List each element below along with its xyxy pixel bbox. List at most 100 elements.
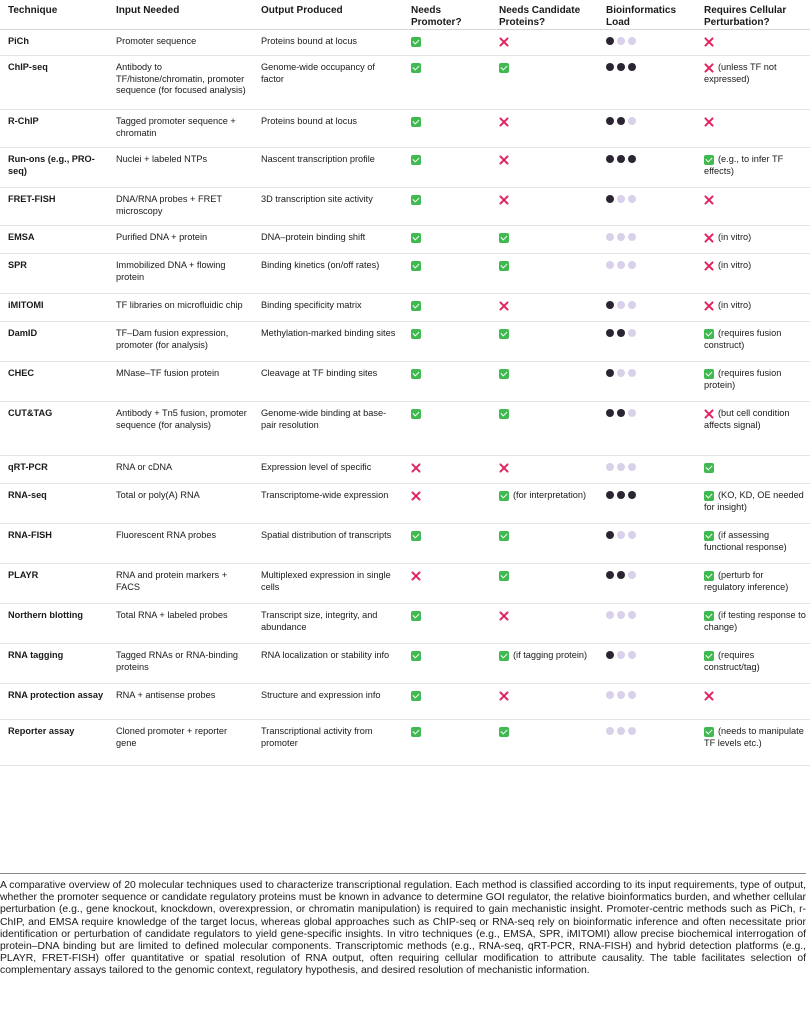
technique-cell: RNA protection assay xyxy=(0,683,108,720)
cross-icon xyxy=(499,611,509,621)
check-icon xyxy=(411,261,421,271)
promoter-cell xyxy=(403,401,491,456)
load-dots xyxy=(606,611,636,619)
check-icon xyxy=(499,491,509,501)
input-cell: Total or poly(A) RNA xyxy=(108,483,253,524)
empty-dot-icon xyxy=(628,727,636,735)
empty-dot-icon xyxy=(617,37,625,45)
filled-dot-icon xyxy=(606,369,614,377)
filled-dot-icon xyxy=(606,63,614,71)
input-cell: Antibody + Tn5 fusion, promoter sequence… xyxy=(108,401,253,456)
technique-cell: SPR xyxy=(0,253,108,294)
filled-dot-icon xyxy=(617,117,625,125)
check-icon xyxy=(411,233,421,243)
cross-icon xyxy=(499,691,509,701)
table-row: RNA tagging Tagged RNAs or RNA-binding pr… xyxy=(0,643,810,684)
technique-cell: Northern blotting xyxy=(0,603,108,644)
load-cell xyxy=(598,603,696,644)
perturbation-cell xyxy=(696,29,810,56)
check-icon xyxy=(499,63,509,73)
check-icon xyxy=(499,531,509,541)
table-row: CHEC MNase–TF fusion protein Cleavage at T… xyxy=(0,361,810,402)
load-dots xyxy=(606,491,636,499)
empty-dot-icon xyxy=(606,691,614,699)
perturbation-cell: (requires fusion protein) xyxy=(696,361,810,402)
cross-icon xyxy=(411,571,421,581)
load-cell xyxy=(598,253,696,294)
perturbation-cell-note: (perturb for regulatory inference) xyxy=(704,570,789,592)
input-cell: Purified DNA + protein xyxy=(108,225,253,254)
input-cell: TF–Dam fusion expression, promoter (for … xyxy=(108,321,253,362)
load-dots xyxy=(606,409,636,417)
perturbation-cell: (but cell condition affects signal) xyxy=(696,401,810,456)
perturbation-cell-note: (in vitro) xyxy=(718,260,752,270)
candidate-cell xyxy=(491,253,598,294)
check-icon xyxy=(411,691,421,701)
header-input: Input Needed xyxy=(108,0,253,30)
cross-icon xyxy=(704,195,714,205)
load-cell xyxy=(598,321,696,362)
empty-dot-icon xyxy=(617,611,625,619)
output-cell: Transcript size, integrity, and abundanc… xyxy=(253,603,403,644)
filled-dot-icon xyxy=(628,155,636,163)
filled-dot-icon xyxy=(617,571,625,579)
check-icon xyxy=(411,301,421,311)
technique-cell: CUT&TAG xyxy=(0,401,108,456)
check-icon xyxy=(499,409,509,419)
filled-dot-icon xyxy=(628,63,636,71)
empty-dot-icon xyxy=(628,463,636,471)
perturbation-cell-note: (unless TF not expressed) xyxy=(704,62,777,84)
cross-icon xyxy=(499,195,509,205)
perturbation-cell: (in vitro) xyxy=(696,293,810,322)
promoter-cell xyxy=(403,563,491,604)
table-row: RNA-seq Total or poly(A) RNA Transcriptome… xyxy=(0,483,810,524)
header-row: Technique Input Needed Output Produced N… xyxy=(0,0,810,30)
empty-dot-icon xyxy=(628,571,636,579)
promoter-cell xyxy=(403,109,491,148)
perturbation-cell xyxy=(696,109,810,148)
empty-dot-icon xyxy=(617,261,625,269)
perturbation-cell-note: (in vitro) xyxy=(718,300,752,310)
perturbation-cell xyxy=(696,187,810,226)
input-cell: RNA and protein markers + FACS xyxy=(108,563,253,604)
empty-dot-icon xyxy=(628,117,636,125)
cross-icon xyxy=(704,409,714,419)
filled-dot-icon xyxy=(606,491,614,499)
load-cell xyxy=(598,683,696,720)
technique-cell: R-ChIP xyxy=(0,109,108,148)
table-row: Northern blotting Total RNA + labeled pro… xyxy=(0,603,810,644)
check-icon xyxy=(704,651,714,661)
load-cell xyxy=(598,361,696,402)
candidate-cell-note: (if tagging protein) xyxy=(513,650,588,660)
empty-dot-icon xyxy=(628,329,636,337)
check-icon xyxy=(704,369,714,379)
table-row: R-ChIP Tagged promoter sequence + chromat… xyxy=(0,109,810,148)
cross-icon xyxy=(704,63,714,73)
filled-dot-icon xyxy=(606,37,614,45)
output-cell: Multiplexed expression in single cells xyxy=(253,563,403,604)
promoter-cell xyxy=(403,187,491,226)
load-cell xyxy=(598,293,696,322)
filled-dot-icon xyxy=(617,329,625,337)
check-icon xyxy=(704,531,714,541)
load-cell xyxy=(598,109,696,148)
check-icon xyxy=(411,531,421,541)
output-cell: Genome-wide binding at base-pair resolut… xyxy=(253,401,403,456)
input-cell: TF libraries on microfluidic chip xyxy=(108,293,253,322)
input-cell: Promoter sequence xyxy=(108,29,253,56)
header-needs-candidate: Needs Candidate Proteins? xyxy=(491,0,598,30)
cross-icon xyxy=(499,155,509,165)
technique-cell: PiCh xyxy=(0,29,108,56)
promoter-cell xyxy=(403,321,491,362)
output-cell: Cleavage at TF binding sites xyxy=(253,361,403,402)
perturbation-cell: (needs to manipulate TF levels etc.) xyxy=(696,719,810,766)
candidate-cell xyxy=(491,147,598,188)
candidate-cell: (for interpretation) xyxy=(491,483,598,524)
empty-dot-icon xyxy=(606,727,614,735)
input-cell: Antibody to TF/histone/chromatin, promot… xyxy=(108,55,253,110)
promoter-cell xyxy=(403,523,491,564)
header-requires-perturbation: Requires Cellular Perturbation? xyxy=(696,0,810,30)
table-row: PLAYR RNA and protein markers + FACS Multi… xyxy=(0,563,810,604)
output-cell: 3D transcription site activity xyxy=(253,187,403,226)
